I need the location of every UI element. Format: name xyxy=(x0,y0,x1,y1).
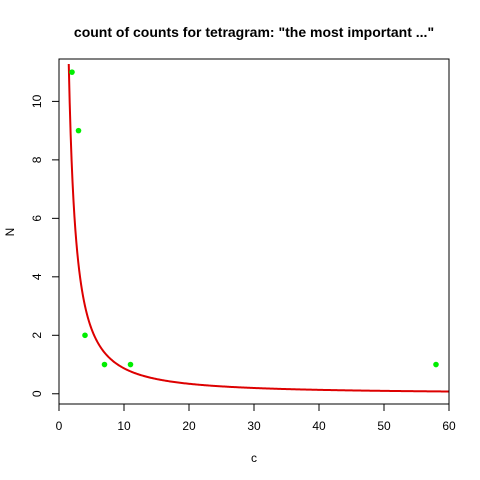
x-tick-label: 10 xyxy=(117,419,131,433)
fit-curve-layer xyxy=(67,63,449,393)
data-point-0 xyxy=(69,69,75,75)
plot-area xyxy=(58,58,450,405)
y-tick-label: 8 xyxy=(30,156,44,163)
x-tick-label: 50 xyxy=(377,419,391,433)
x-axis-label: c xyxy=(251,451,257,465)
data-point-1 xyxy=(75,127,82,134)
y-tick-label: 0 xyxy=(30,390,44,397)
y-tick-label: 10 xyxy=(30,94,44,108)
data-point-4 xyxy=(127,361,134,368)
x-axis: 0 10 20 30 40 50 60 xyxy=(56,404,456,433)
data-point-5 xyxy=(433,361,439,368)
y-axis: 0 2 4 6 8 10 xyxy=(30,94,59,397)
chart-title: count of counts for tetragram: "the most… xyxy=(74,24,434,40)
y-tick-label: 4 xyxy=(30,273,44,280)
data-point-2 xyxy=(82,332,88,339)
plot-frame xyxy=(58,58,450,405)
x-tick-label: 30 xyxy=(247,419,261,433)
x-tick-label: 40 xyxy=(312,419,326,433)
points-layer xyxy=(69,69,439,368)
fit-curve-line xyxy=(67,63,449,393)
x-tick-label: 20 xyxy=(182,419,196,433)
y-tick-label: 2 xyxy=(30,332,44,339)
y-axis-label: N xyxy=(3,228,17,237)
y-tick-label: 6 xyxy=(30,215,44,222)
x-tick-label: 60 xyxy=(442,419,456,433)
data-point-3 xyxy=(101,361,108,368)
x-tick-label: 0 xyxy=(56,419,63,433)
